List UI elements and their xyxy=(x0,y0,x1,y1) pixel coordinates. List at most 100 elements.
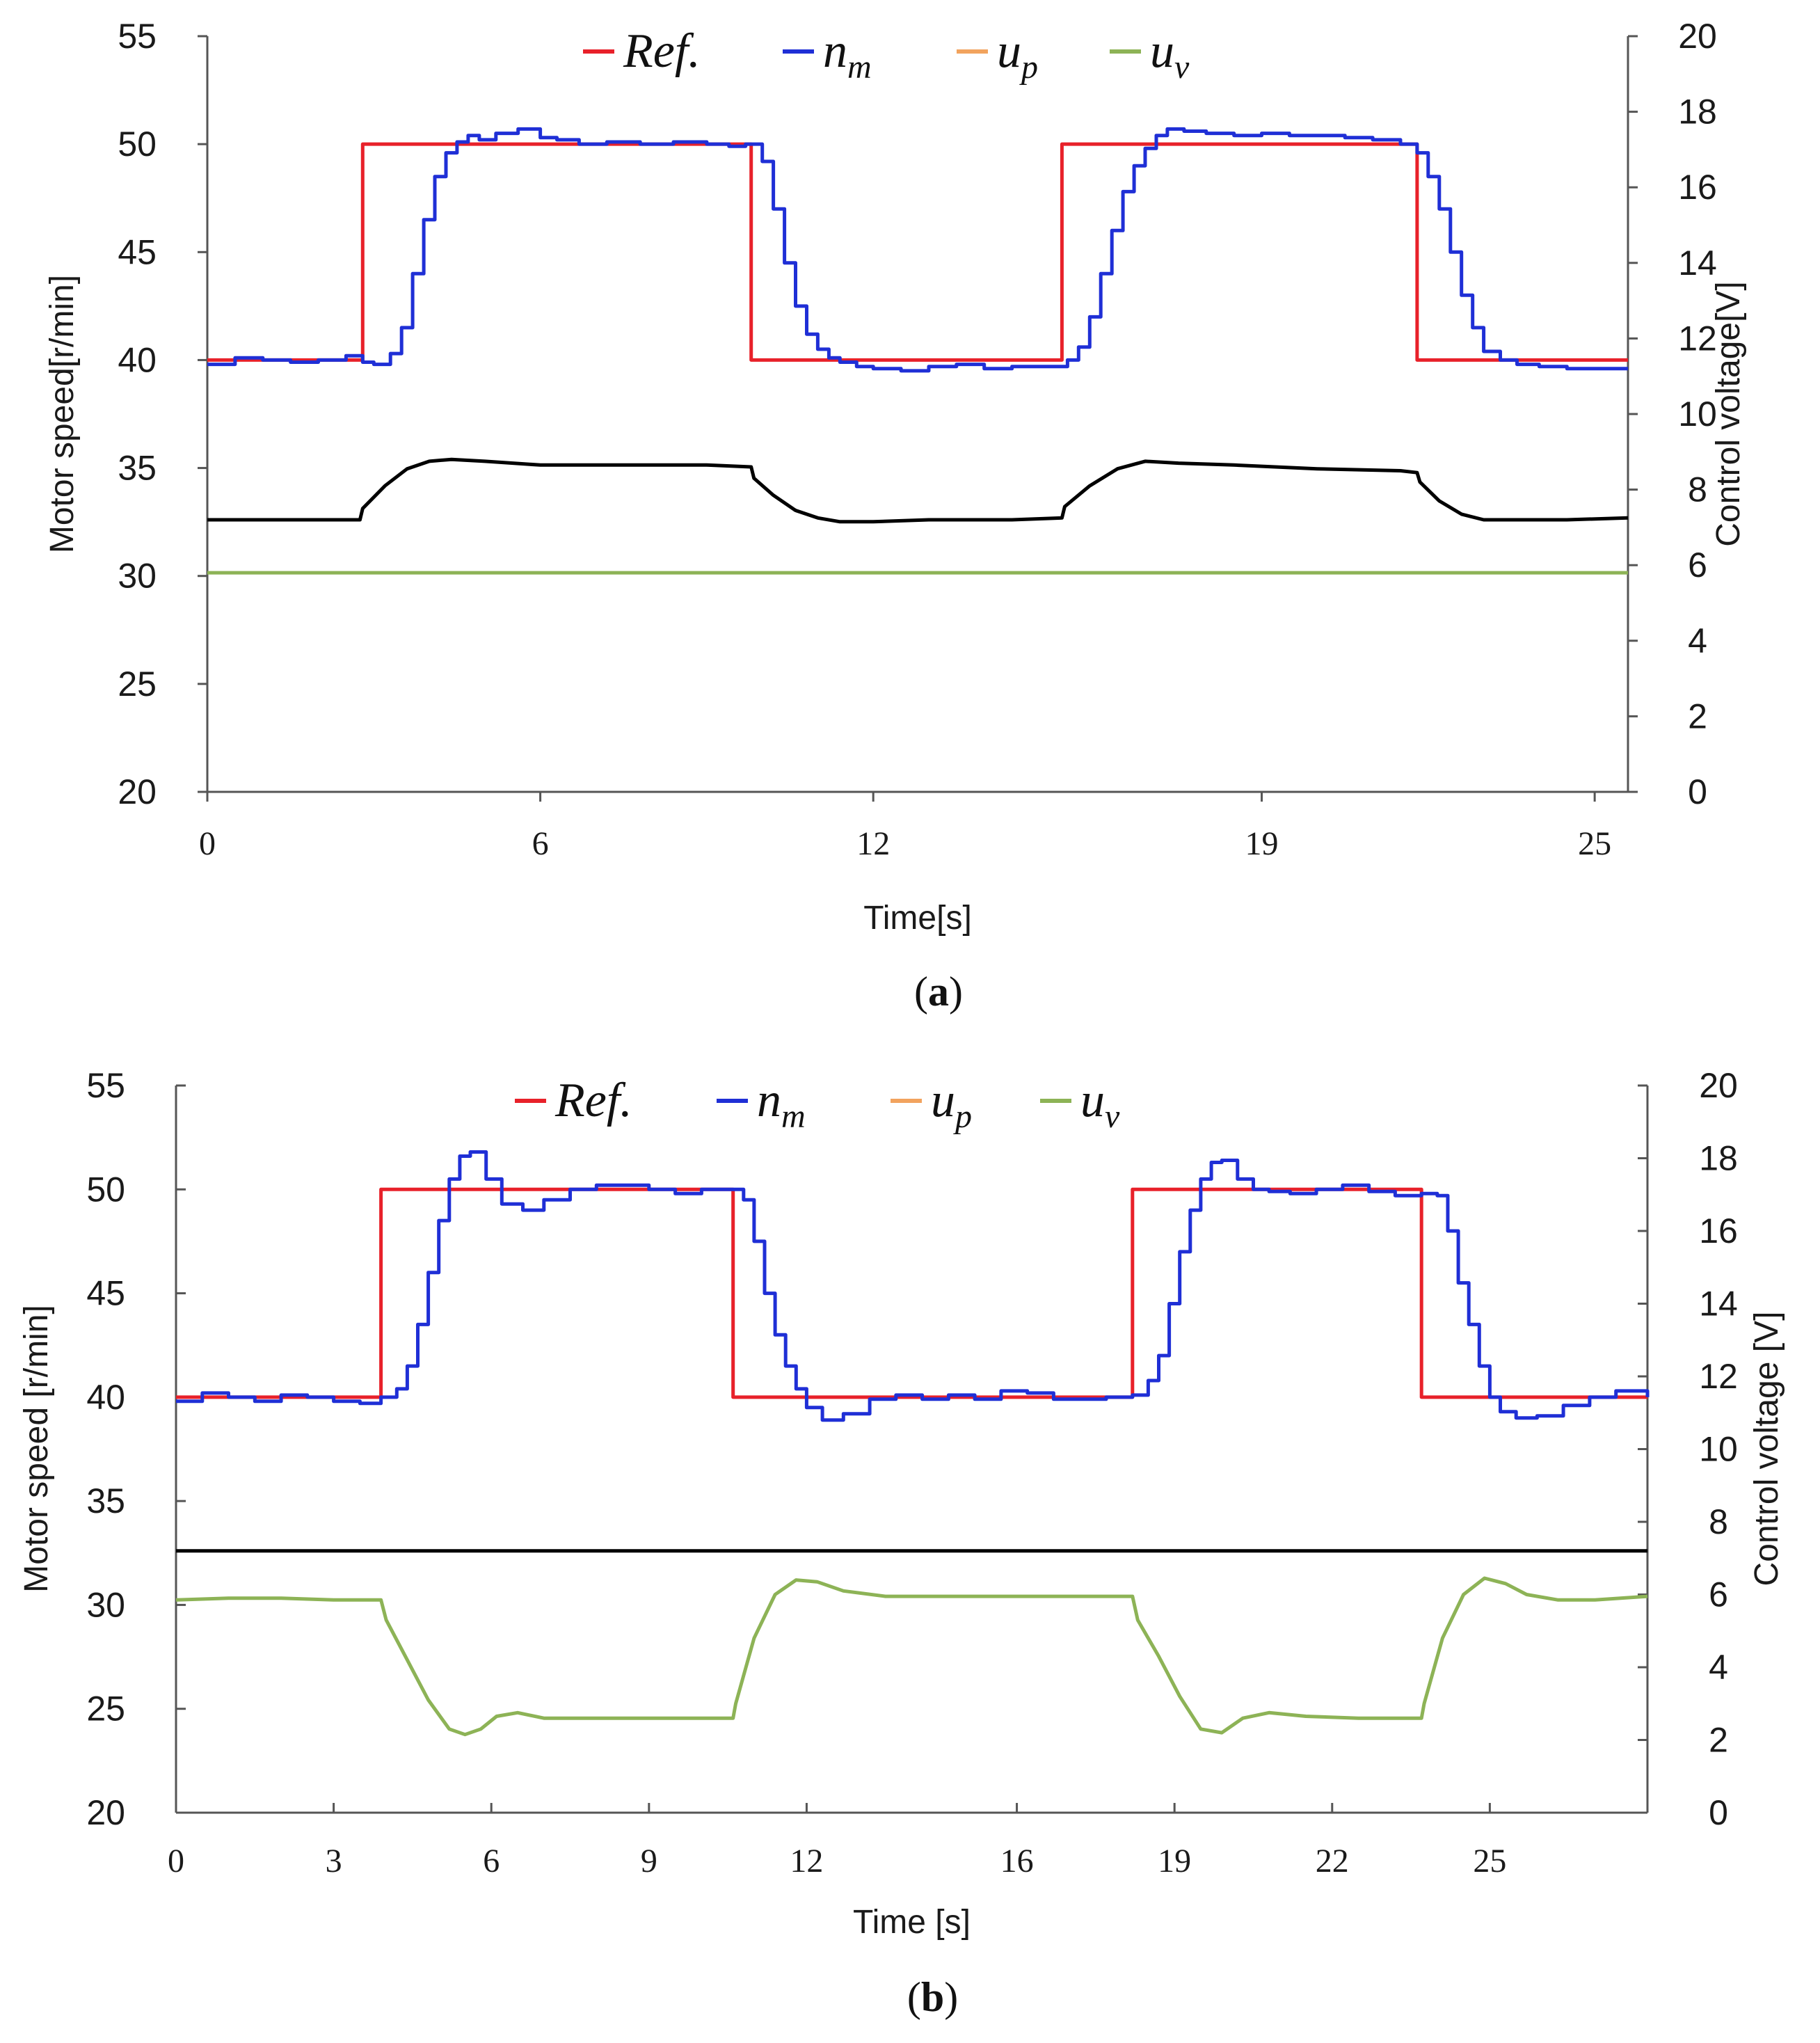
y-left-tick-label: 35 xyxy=(86,1481,125,1520)
y-right-tick-label: 20 xyxy=(1678,17,1717,56)
legend-label-subscript: p xyxy=(953,1098,972,1135)
y-left-tick-label: 25 xyxy=(86,1690,125,1728)
y-right-tick-label: 4 xyxy=(1688,621,1707,660)
series-line-u_v xyxy=(175,1576,1648,1737)
y-left-tick-label: 45 xyxy=(118,232,157,271)
x-tick-label: 22 xyxy=(1316,1843,1349,1879)
series-line-u_p xyxy=(207,457,1629,524)
legend-label: up xyxy=(997,24,1038,86)
y-left-tick-label: 55 xyxy=(86,1066,125,1105)
y-axis-right-title: Control voltage[V] xyxy=(1710,281,1747,547)
x-axis-title: Time[s] xyxy=(863,900,972,937)
legend-label-main: u xyxy=(931,1074,955,1127)
x-tick-label: 25 xyxy=(1578,825,1611,862)
series-line-ref xyxy=(207,142,1628,362)
legend-label-subscript: m xyxy=(847,49,872,86)
panel-label-close: ) xyxy=(944,1974,958,2020)
legend-label-main: Ref. xyxy=(623,24,701,78)
legend-label-main: n xyxy=(823,24,847,78)
x-tick-label: 12 xyxy=(790,1843,823,1879)
legend-label: Ref. xyxy=(554,1074,632,1127)
y-left-tick-label: 55 xyxy=(118,17,157,56)
y-left-tick-label: 45 xyxy=(86,1274,125,1313)
legend-label-main: u xyxy=(1080,1074,1105,1127)
y-left-tick-label: 50 xyxy=(118,125,157,164)
legend-label: uv xyxy=(1150,24,1190,86)
y-right-tick-label: 0 xyxy=(1688,772,1707,811)
legend-item-ref: Ref. xyxy=(583,24,701,78)
legend-label-subscript: v xyxy=(1174,49,1190,86)
y-right-tick-label: 6 xyxy=(1688,546,1707,585)
y-left-tick-label: 25 xyxy=(118,665,157,703)
y-right-tick-label: 16 xyxy=(1678,168,1717,207)
legend-item-up: up xyxy=(957,24,1038,86)
legend-label: nm xyxy=(757,1074,806,1135)
y-right-tick-label: 12 xyxy=(1678,319,1717,358)
x-tick-label: 0 xyxy=(199,825,216,862)
y-right-tick-label: 10 xyxy=(1678,395,1717,434)
legend-item-uv: uv xyxy=(1110,24,1190,86)
legend-item-nm: nm xyxy=(783,24,872,86)
y-left-tick-label: 20 xyxy=(118,772,157,811)
y-left-tick-label: 35 xyxy=(118,449,157,488)
x-tick-label: 3 xyxy=(326,1843,342,1879)
panel-label-letter: a xyxy=(928,969,949,1015)
legend-label: up xyxy=(931,1074,972,1135)
legend-item-ref: Ref. xyxy=(515,1074,632,1127)
x-tick-label: 6 xyxy=(532,825,549,862)
y-right-tick-label: 10 xyxy=(1699,1430,1738,1469)
y-right-tick-label: 2 xyxy=(1709,1721,1728,1760)
x-tick-label: 9 xyxy=(641,1843,657,1879)
x-tick-label: 12 xyxy=(856,825,890,862)
y-right-tick-label: 6 xyxy=(1709,1575,1728,1614)
y-left-tick-label: 40 xyxy=(86,1378,125,1417)
series-line-n_m xyxy=(176,1150,1650,1422)
legend-label: uv xyxy=(1080,1074,1120,1135)
y-right-tick-label: 20 xyxy=(1699,1066,1738,1105)
panel-label-open: ( xyxy=(914,969,928,1015)
y-right-tick-label: 4 xyxy=(1709,1648,1728,1687)
y-axis-left-title: Motor speed[r/min] xyxy=(44,275,81,553)
legend-item-up: up xyxy=(891,1074,972,1135)
legend-label-main: u xyxy=(997,24,1021,78)
y-right-tick-label: 2 xyxy=(1688,697,1707,736)
legend-label-main: Ref. xyxy=(554,1074,632,1127)
legend-label-subscript: p xyxy=(1019,49,1038,86)
x-tick-label: 19 xyxy=(1158,1843,1191,1879)
panel-label: (a) xyxy=(914,969,963,1015)
y-right-tick-label: 8 xyxy=(1709,1502,1728,1541)
y-right-tick-label: 18 xyxy=(1678,93,1717,132)
x-tick-label: 19 xyxy=(1245,825,1279,862)
y-axis-right-title: Control voltage [V] xyxy=(1748,1312,1785,1587)
y-right-tick-label: 18 xyxy=(1699,1139,1738,1178)
y-right-tick-label: 12 xyxy=(1699,1357,1738,1396)
x-tick-label: 25 xyxy=(1473,1843,1506,1879)
y-right-tick-label: 8 xyxy=(1688,470,1707,509)
panel-label-open: ( xyxy=(907,1974,921,2020)
panel-label-letter: b xyxy=(921,1974,944,2020)
panel-label-close: ) xyxy=(949,969,963,1015)
y-left-tick-label: 30 xyxy=(86,1585,125,1624)
legend-label-main: u xyxy=(1150,24,1174,78)
y-right-tick-label: 14 xyxy=(1678,244,1717,283)
y-axis-left-title: Motor speed [r/min] xyxy=(18,1305,55,1592)
y-left-tick-label: 40 xyxy=(118,340,157,379)
x-axis-title: Time [s] xyxy=(853,1904,971,1941)
series-line-n_m xyxy=(207,127,1628,373)
y-left-tick-label: 20 xyxy=(86,1793,125,1832)
legend-label-subscript: m xyxy=(781,1098,806,1135)
y-right-tick-label: 16 xyxy=(1699,1211,1738,1250)
legend-item-uv: uv xyxy=(1040,1074,1120,1135)
x-tick-label: 0 xyxy=(168,1843,184,1879)
y-left-tick-label: 50 xyxy=(86,1170,125,1209)
legend-label: nm xyxy=(823,24,872,86)
y-right-tick-label: 14 xyxy=(1699,1285,1738,1323)
x-tick-label: 6 xyxy=(483,1843,500,1879)
y-left-tick-label: 30 xyxy=(118,557,157,596)
legend-label-subscript: v xyxy=(1105,1098,1120,1135)
series-line-ref xyxy=(176,1187,1647,1399)
legend-label: Ref. xyxy=(623,24,701,78)
